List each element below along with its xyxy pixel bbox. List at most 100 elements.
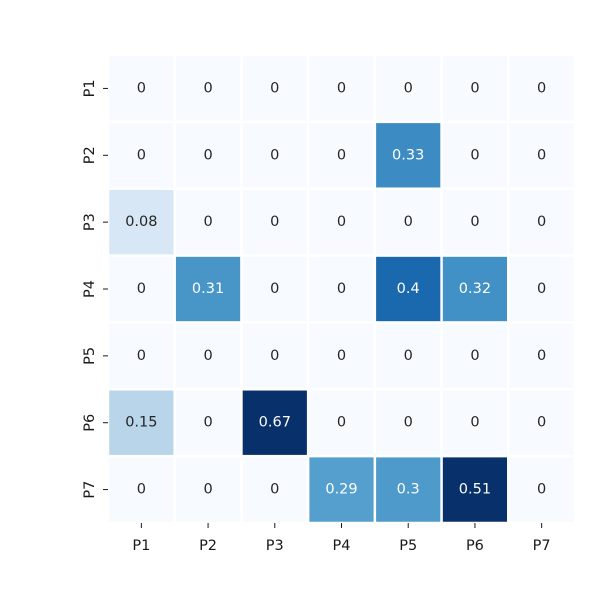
- heatmap-cell: [509, 189, 574, 255]
- heatmap-cell-value: 0.32: [459, 281, 491, 297]
- heatmap-cell-value: 0: [337, 415, 346, 431]
- heatmap-cell: [442, 189, 508, 255]
- heatmap-cell-value: 0.15: [125, 415, 157, 431]
- heatmap-cell-value: 0: [137, 147, 146, 163]
- heatmap-cell-value: 0: [203, 348, 212, 364]
- heatmap-cell: [109, 323, 174, 389]
- heatmap-cell-value: 0: [337, 147, 346, 163]
- y-axis: P1 P2 P3 P4 P5 P6 P7: [82, 79, 108, 499]
- heatmap-cell-value: 0.31: [192, 281, 224, 297]
- heatmap-cell: [175, 256, 241, 322]
- heatmap-cell: [242, 189, 307, 255]
- heatmap-cell: [109, 457, 174, 522]
- heatmap-cells: [109, 56, 574, 522]
- heatmap-cell-value: 0: [137, 281, 146, 297]
- heatmap-cell-value: 0: [270, 80, 279, 96]
- heatmap-cell-value: 0.51: [459, 482, 491, 498]
- heatmap-cell-value: 0: [203, 147, 212, 163]
- heatmap-cell-value: 0: [137, 348, 146, 364]
- heatmap-cell: [509, 323, 574, 389]
- heatmap-cell-value: 0: [470, 348, 479, 364]
- heatmap-cell-value: 0: [470, 415, 479, 431]
- y-axis-tick-label: P7: [82, 481, 98, 499]
- heatmap-cell: [242, 123, 307, 188]
- x-axis-tick-label: P2: [199, 538, 217, 554]
- heatmap-cell: [509, 390, 574, 455]
- heatmap-cell-value: 0.29: [325, 482, 357, 498]
- heatmap-cell-value: 0: [470, 214, 479, 230]
- heatmap-cell-value: 0: [470, 80, 479, 96]
- heatmap-cell-value: 0: [270, 147, 279, 163]
- heatmap-cell-value: 0: [537, 147, 546, 163]
- heatmap-cell: [376, 256, 441, 322]
- heatmap-cell-value: 0.4: [397, 281, 420, 297]
- heatmap-value-labels: 0 0 0 0 0 0 0 0 0 0 0 0.33 0 0 0.08 0 0 0 0 0 0 0 0.31 0 0 0.4 0.3…: [125, 80, 546, 497]
- x-axis-tick-label: P7: [533, 538, 551, 554]
- heatmap-cell-value: 0: [537, 214, 546, 230]
- heatmap-cell: [309, 390, 374, 455]
- x-axis-tick-label: P5: [399, 538, 417, 554]
- heatmap-cell: [376, 56, 441, 121]
- heatmap-cell-value: 0: [537, 80, 546, 96]
- heatmap-cell: [509, 457, 574, 522]
- y-axis-tick-label: P4: [82, 280, 98, 298]
- heatmap-cell: [309, 323, 374, 389]
- heatmap-cell-value: 0: [404, 415, 413, 431]
- heatmap-cell: [175, 323, 241, 389]
- heatmap-cell: [242, 56, 307, 121]
- heatmap-cell-value: 0: [270, 482, 279, 498]
- heatmap-cell: [509, 123, 574, 188]
- heatmap-cell: [109, 390, 174, 455]
- heatmap-cell: [242, 457, 307, 522]
- y-axis-tick-label: P5: [82, 347, 98, 365]
- heatmap-cell: [509, 56, 574, 121]
- heatmap-cell: [442, 56, 508, 121]
- heatmap-cell-value: 0: [470, 147, 479, 163]
- heatmap-cell-value: 0.08: [125, 214, 157, 230]
- heatmap-cell-value: 0: [137, 80, 146, 96]
- heatmap-cell-value: 0: [270, 281, 279, 297]
- heatmap-cell-value: 0: [203, 214, 212, 230]
- heatmap-cell-value: 0: [404, 80, 413, 96]
- heatmap-cell-value: 0: [137, 482, 146, 498]
- heatmap-cell-value: 0: [537, 281, 546, 297]
- x-axis-tick-label: P1: [132, 538, 150, 554]
- heatmap-cell: [109, 256, 174, 322]
- heatmap-cell: [309, 56, 374, 121]
- heatmap-cell: [109, 123, 174, 188]
- heatmap-cell-value: 0: [203, 415, 212, 431]
- heatmap-cell: [376, 390, 441, 455]
- heatmap-cell: [175, 56, 241, 121]
- heatmap-cell-value: 0: [404, 214, 413, 230]
- y-axis-tick-label: P6: [82, 414, 98, 432]
- heatmap-cell-value: 0: [270, 214, 279, 230]
- heatmap-cell: [109, 189, 174, 255]
- heatmap-cell-value: 0: [270, 348, 279, 364]
- heatmap-cell-value: 0: [537, 415, 546, 431]
- heatmap-cell: [175, 123, 241, 188]
- heatmap-cell: [509, 256, 574, 322]
- heatmap-cell: [376, 323, 441, 389]
- heatmap-cell: [442, 256, 508, 322]
- heatmap-cell: [175, 189, 241, 255]
- heatmap-cell: [442, 457, 508, 522]
- heatmap-cell-value: 0: [537, 482, 546, 498]
- heatmap-cell: [442, 323, 508, 389]
- x-axis-tick-label: P6: [466, 538, 484, 554]
- heatmap-cell: [242, 256, 307, 322]
- heatmap-cell: [309, 256, 374, 322]
- heatmap-cell: [242, 323, 307, 389]
- heatmap-cell-value: 0: [537, 348, 546, 364]
- x-axis-tick-label: P4: [333, 538, 351, 554]
- heatmap-cell-value: 0: [337, 214, 346, 230]
- heatmap-cell: [309, 189, 374, 255]
- heatmap-cell: [309, 123, 374, 188]
- y-axis-tick-label: P2: [82, 146, 98, 164]
- x-axis-tick-label: P3: [266, 538, 284, 554]
- y-axis-tick-label: P1: [82, 79, 98, 97]
- heatmap-cell-value: 0: [203, 80, 212, 96]
- heatmap-cell-value: 0.33: [392, 147, 424, 163]
- heatmap-cell: [109, 56, 174, 121]
- heatmap-cell: [442, 123, 508, 188]
